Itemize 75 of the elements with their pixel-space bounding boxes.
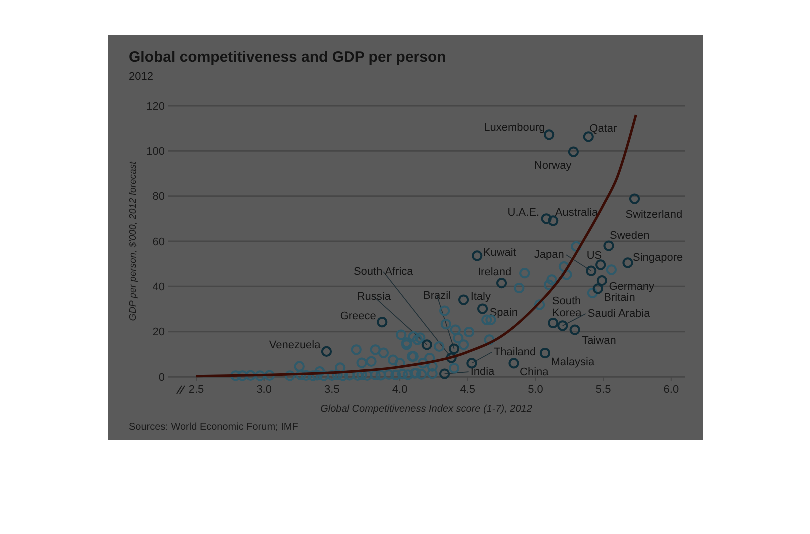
point [449, 344, 460, 354]
annotation: South Africa [354, 266, 414, 278]
point [508, 358, 520, 369]
y-tick-label: 40 [152, 282, 165, 294]
annotation: Kuwait [483, 246, 516, 259]
x-tick-label: 3.5 [324, 384, 340, 396]
annotation: India [470, 366, 496, 378]
x-tick-label: 5.5 [596, 384, 612, 396]
y-axis-title: GDP per person, $'000, 2012 forecast [128, 161, 139, 322]
point [568, 146, 580, 158]
y-tick-label: 20 [152, 326, 165, 339]
annotation: Norway [534, 160, 572, 172]
point [622, 258, 634, 268]
x-axis-title: Global Competitiveness Index score (1-7), 2012 [320, 404, 533, 415]
source-note: Sources: World Economic Forum; IMF [129, 422, 298, 433]
annotation: Greece [340, 310, 376, 322]
point [596, 275, 608, 286]
point [446, 352, 457, 364]
annotation: Brazil [424, 290, 452, 302]
point [592, 284, 604, 294]
x-tick-label: 6.0 [664, 384, 680, 396]
point [466, 358, 478, 369]
annotation: Ireland [478, 266, 512, 278]
point [558, 320, 568, 332]
annotation: Sweden [610, 230, 650, 242]
point [586, 266, 597, 276]
point [496, 278, 508, 289]
point [570, 324, 580, 336]
point [422, 340, 432, 350]
x-tick-label: 5.0 [528, 384, 544, 396]
point [544, 130, 555, 140]
annotation: Singapore [633, 252, 684, 264]
point [604, 240, 614, 252]
annotation: Germany [609, 280, 655, 293]
y-tick-label: 0 [158, 372, 165, 384]
point [472, 250, 483, 262]
annotation: US [586, 250, 602, 262]
annotation: Switzerland [626, 209, 683, 222]
point [596, 260, 606, 270]
point [548, 318, 559, 329]
chart-subtitle: 2012 [129, 71, 154, 83]
point [540, 348, 551, 359]
y-tick-label: 60 [152, 236, 165, 248]
x-tick-label: 2.5 [188, 384, 204, 396]
point [629, 194, 640, 204]
annotation: Australia [555, 206, 600, 219]
annotation: Italy [470, 290, 492, 303]
point [458, 294, 470, 306]
point [541, 214, 552, 224]
point [440, 368, 450, 380]
point [548, 216, 559, 226]
annotation: Luxembourg [484, 122, 546, 134]
annotation: Venezuela [269, 340, 322, 352]
annotation: Qatar [590, 122, 618, 135]
annotation: Russia [357, 290, 392, 303]
point [321, 346, 332, 358]
point [478, 304, 488, 314]
y-tick-label: 100 [146, 146, 165, 158]
annotation: South Korea [552, 295, 583, 320]
x-tick-label: 4.5 [460, 384, 476, 396]
annotation: U.A.E. [508, 206, 540, 219]
annotation: Japan [534, 249, 564, 262]
x-tick-label: 3.0 [256, 384, 272, 396]
annotation: Thailand [494, 346, 536, 358]
annotation: Malaysia [551, 356, 596, 368]
annotation: Taiwan [582, 335, 616, 348]
annotation: Britain [604, 292, 636, 304]
x-tick-label: 4.0 [392, 384, 408, 396]
annotation: China [520, 366, 550, 378]
point [377, 317, 388, 328]
annotation: Saudi Arabia [588, 308, 652, 320]
y-tick-label: 120 [146, 100, 165, 113]
chart-title: Global competitiveness and GDP per person [129, 49, 446, 66]
annotation: Spain [490, 307, 518, 320]
y-tick-label: 80 [152, 191, 165, 204]
